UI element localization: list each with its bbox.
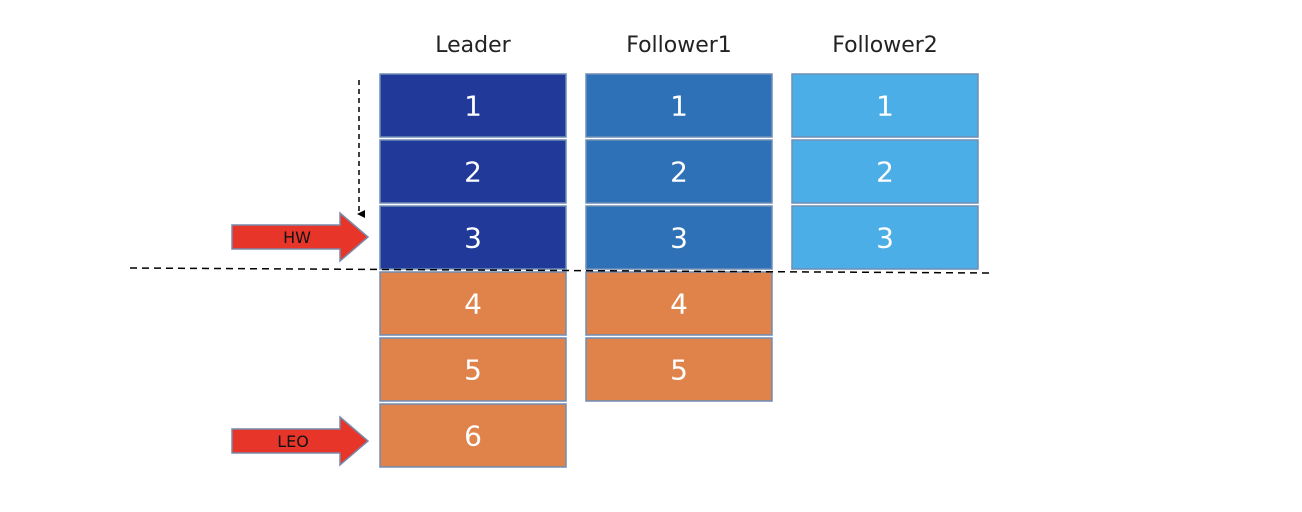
column-title: Follower1: [626, 33, 732, 58]
log-cell: [379, 403, 567, 468]
log-cell: [379, 337, 567, 402]
hw-arrow: [231, 211, 370, 263]
leo-arrow: [231, 415, 370, 467]
cell-number: 4: [670, 288, 688, 321]
log-cell: [379, 271, 567, 336]
column-title: Leader: [435, 33, 511, 58]
cell-number: 5: [670, 354, 688, 387]
cell-number: 4: [464, 288, 482, 321]
leo-label: LEO: [277, 432, 309, 451]
cell-number: 3: [670, 222, 688, 255]
cell-number: 1: [670, 90, 688, 123]
cell-number: 2: [670, 156, 688, 189]
log-cell: [379, 73, 567, 138]
log-cell: [585, 205, 773, 270]
hw-marker: HW: [231, 211, 370, 263]
leo-marker: LEO: [231, 415, 370, 467]
log-cell: [585, 73, 773, 138]
log-cell: [791, 205, 979, 270]
cell-number: 2: [876, 156, 894, 189]
log-cell: [379, 205, 567, 270]
log-cell: [791, 139, 979, 204]
log-cell: [379, 139, 567, 204]
log-cell: [791, 73, 979, 138]
log-cell: [585, 139, 773, 204]
cell-number: 3: [464, 222, 482, 255]
cell-number: 3: [876, 222, 894, 255]
cell-number: 1: [464, 90, 482, 123]
cell-number: 5: [464, 354, 482, 387]
log-cell: [585, 337, 773, 402]
columns: 1 2 3 4 5 6 1 2 3 4 5 1 2 3: [379, 73, 979, 468]
log-cell: [585, 271, 773, 336]
hw-label: HW: [283, 228, 311, 247]
column-title: Follower2: [832, 33, 938, 58]
cell-number: 2: [464, 156, 482, 189]
cell-number: 6: [464, 420, 482, 453]
cell-number: 1: [876, 90, 894, 123]
